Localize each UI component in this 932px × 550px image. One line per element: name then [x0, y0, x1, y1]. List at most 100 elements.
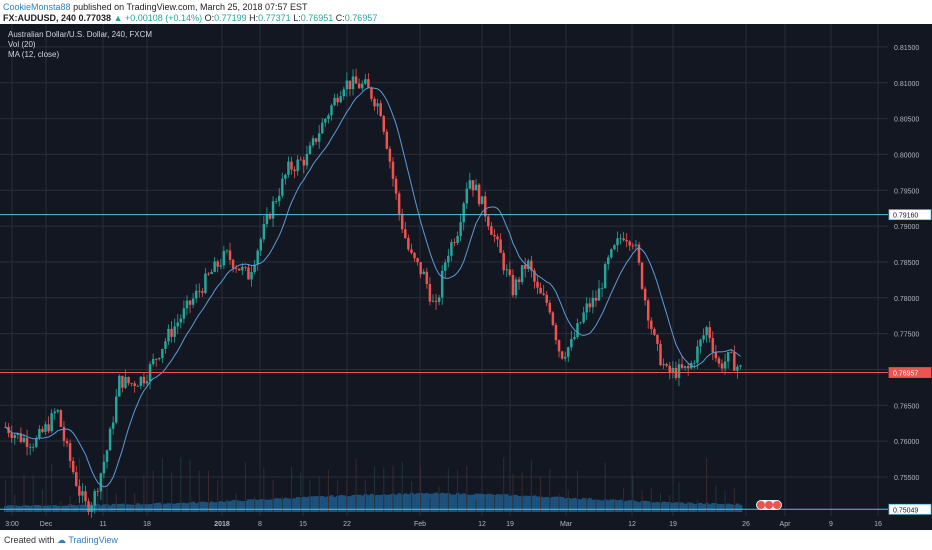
candle-body — [579, 322, 582, 324]
volume-bar — [462, 493, 466, 512]
close-label: C: — [335, 13, 345, 23]
x-tick-label: 12 — [478, 521, 486, 528]
volume-bar — [662, 501, 666, 512]
candle-body — [720, 363, 724, 369]
volume-bar — [689, 502, 694, 512]
candle-body — [361, 83, 364, 89]
candle-body — [456, 235, 459, 244]
candle-body — [238, 268, 241, 271]
candle-body — [151, 358, 155, 365]
price-axis — [888, 24, 932, 530]
volume-bar — [698, 502, 703, 512]
candle-body — [81, 491, 84, 496]
publish-line: CookieMonsta88 published on TradingView.… — [3, 2, 308, 12]
candle-body — [619, 238, 622, 240]
candle-body — [96, 491, 100, 492]
candle-body — [416, 258, 419, 263]
volume-bar — [99, 505, 103, 512]
candle-body — [576, 323, 579, 338]
candle-body — [296, 159, 299, 172]
candle-body — [693, 362, 696, 364]
tradingview-brand[interactable]: TradingView — [68, 535, 118, 545]
candle-body — [523, 264, 527, 270]
created-with-label: Created with — [4, 535, 55, 545]
candle-body — [65, 440, 69, 444]
candle-body — [111, 422, 115, 429]
price-chart-svg[interactable]: 0.81500 0.81000 0.80500 0.80000 0.79500 0.790… — [0, 24, 932, 530]
legend-volume: Vol (20) — [8, 40, 36, 49]
candle-body — [219, 265, 223, 267]
candle-body — [711, 338, 715, 353]
x-tick-label: Mar — [560, 521, 573, 528]
volume-bar — [329, 495, 334, 512]
candle-body — [677, 364, 681, 378]
volume-bar — [726, 503, 731, 512]
candle-body — [450, 242, 453, 256]
volume-bar — [625, 500, 629, 512]
candle-body — [25, 437, 29, 447]
candle-body — [228, 250, 232, 260]
x-tick-label: 22 — [343, 521, 351, 528]
candle-body — [167, 328, 170, 342]
volume-bar — [652, 502, 657, 512]
candle-body — [351, 76, 355, 90]
candle-body — [244, 266, 247, 268]
volume-bar — [425, 492, 429, 512]
volume-bar — [120, 503, 125, 512]
candle-body — [108, 428, 112, 451]
candle-body — [730, 352, 733, 353]
volume-bar — [47, 505, 51, 512]
candle-body — [90, 505, 93, 513]
candle-body — [75, 472, 78, 487]
volume-bar — [711, 502, 715, 512]
candle-body — [31, 446, 35, 448]
volume-bar — [643, 500, 648, 512]
author-link[interactable]: CookieMonsta88 — [3, 2, 71, 12]
volume-bar — [130, 504, 134, 512]
candle-body — [241, 266, 244, 271]
volume-bar — [25, 505, 29, 512]
chart-area[interactable]: Australian Dollar/U.S. Dollar, 240, FXCM… — [0, 24, 932, 530]
volume-bar — [563, 498, 568, 512]
volume-bar — [376, 494, 380, 512]
candle-body — [41, 429, 44, 432]
candle-body — [225, 250, 229, 252]
candle-body — [462, 203, 465, 223]
candle-body — [207, 273, 210, 275]
volume-bar — [83, 505, 88, 512]
x-tick-label: Feb — [414, 521, 426, 528]
candle-body — [213, 261, 216, 272]
volume-bar — [277, 498, 282, 512]
candle-body — [407, 238, 410, 250]
volume-bar — [735, 503, 740, 512]
candle-body — [259, 239, 262, 251]
candle-body — [388, 148, 392, 162]
candle-body — [130, 383, 133, 385]
x-tick-label: 19 — [506, 521, 514, 528]
candle-body — [35, 438, 38, 447]
volume-bar — [416, 493, 420, 512]
volume-bar — [560, 496, 565, 512]
volume-bar — [148, 504, 152, 512]
events-badge[interactable] — [756, 500, 782, 510]
candle-body — [597, 288, 601, 301]
volume-bar — [572, 497, 577, 512]
volume-bar — [514, 494, 518, 512]
candle-body — [262, 224, 266, 240]
candle-body — [314, 138, 318, 142]
candle-body — [201, 291, 204, 293]
candle-body — [686, 366, 690, 369]
candle-body — [554, 324, 558, 341]
volume-bar — [394, 494, 398, 512]
candle-body — [93, 491, 96, 506]
publish-info: published on TradingView.com, March 25, … — [73, 2, 308, 12]
volume-bar — [191, 501, 196, 512]
y-tick-label: 0.78000 — [894, 296, 919, 303]
candle-body — [573, 337, 576, 340]
volume-bar — [440, 492, 445, 512]
volume-bar — [210, 501, 214, 512]
volume-bar — [646, 501, 651, 512]
candle-body — [71, 460, 75, 473]
volume-bar — [250, 499, 254, 512]
volume-bar — [582, 498, 586, 512]
